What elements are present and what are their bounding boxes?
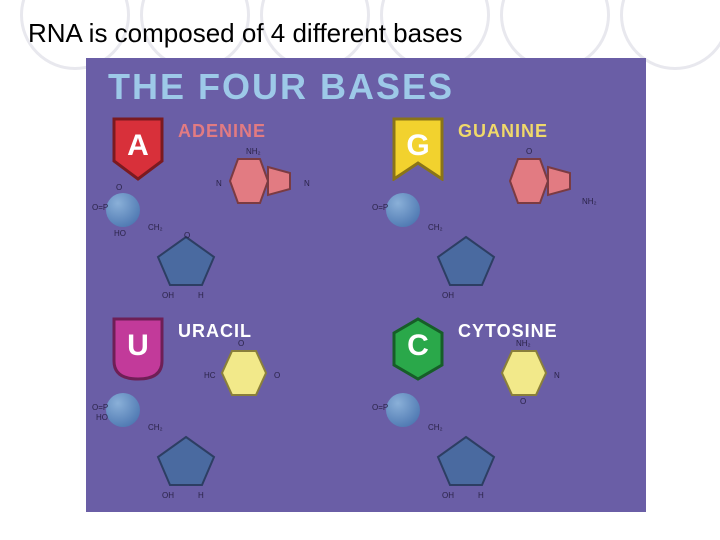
atom-label: O=P <box>372 203 388 212</box>
four-bases-figure: THE FOUR BASES A ADENINE O O=P HO CH₂ O … <box>86 58 646 512</box>
sugar-icon <box>154 435 218 489</box>
atom-label: OH <box>442 291 454 300</box>
molecule-adenine: O O=P HO CH₂ O OH H NH₂ N N <box>106 153 346 308</box>
atom-label: CH₂ <box>148 423 163 432</box>
atom-label: O <box>274 371 280 380</box>
base-name: CYTOSINE <box>458 321 558 342</box>
atom-label: H <box>198 491 204 500</box>
atom-label: OH <box>162 491 174 500</box>
phosphate-icon <box>106 393 140 427</box>
atom-label: CH₂ <box>428 223 443 232</box>
molecule-cytosine: O=P CH₂ OH H NH₂ N O <box>386 353 626 508</box>
molecule-guanine: O=P CH₂ OH O NH₂ <box>386 153 626 308</box>
atom-label: O <box>520 397 526 406</box>
atom-label: HO <box>96 413 108 422</box>
base-ring-icon <box>216 347 272 399</box>
base-panel-uracil: U URACIL O=P HO CH₂ OH H O HC O <box>86 313 366 513</box>
atom-label: O <box>184 231 190 240</box>
base-ring-icon <box>216 153 302 209</box>
base-name: ADENINE <box>178 121 266 142</box>
atom-label: N <box>554 371 560 380</box>
atom-label: O <box>116 183 122 192</box>
base-ring-icon <box>496 347 552 399</box>
phosphate-icon <box>106 193 140 227</box>
atom-label: N <box>304 179 310 188</box>
figure-title: THE FOUR BASES <box>108 66 454 108</box>
atom-label: O=P <box>92 403 108 412</box>
atom-label: NH₂ <box>516 339 531 348</box>
atom-label: CH₂ <box>428 423 443 432</box>
phosphate-icon <box>386 193 420 227</box>
sugar-icon <box>434 435 498 489</box>
atom-label: H <box>478 491 484 500</box>
base-panel-cytosine: C CYTOSINE O=P CH₂ OH H NH₂ N O <box>366 313 646 513</box>
base-panel-adenine: A ADENINE O O=P HO CH₂ O OH H NH₂ N N <box>86 113 366 313</box>
atom-label: OH <box>442 491 454 500</box>
atom-label: H <box>198 291 204 300</box>
sugar-icon <box>434 235 498 289</box>
atom-label: N <box>216 179 222 188</box>
atom-label: HO <box>114 229 126 238</box>
atom-label: O=P <box>92 203 108 212</box>
atom-label: OH <box>162 291 174 300</box>
molecule-uracil: O=P HO CH₂ OH H O HC O <box>106 353 346 508</box>
phosphate-icon <box>386 393 420 427</box>
base-panel-guanine: G GUANINE O=P CH₂ OH O NH₂ <box>366 113 646 313</box>
atom-label: HC <box>204 371 216 380</box>
atom-label: CH₂ <box>148 223 163 232</box>
slide-title: RNA is composed of 4 different bases <box>28 18 463 49</box>
base-ring-icon <box>496 153 582 209</box>
atom-label: O=P <box>372 403 388 412</box>
base-name: GUANINE <box>458 121 548 142</box>
atom-label: NH₂ <box>582 197 597 206</box>
atom-label: O <box>238 339 244 348</box>
atom-label: NH₂ <box>246 147 261 156</box>
atom-label: O <box>526 147 532 156</box>
sugar-icon <box>154 235 218 289</box>
